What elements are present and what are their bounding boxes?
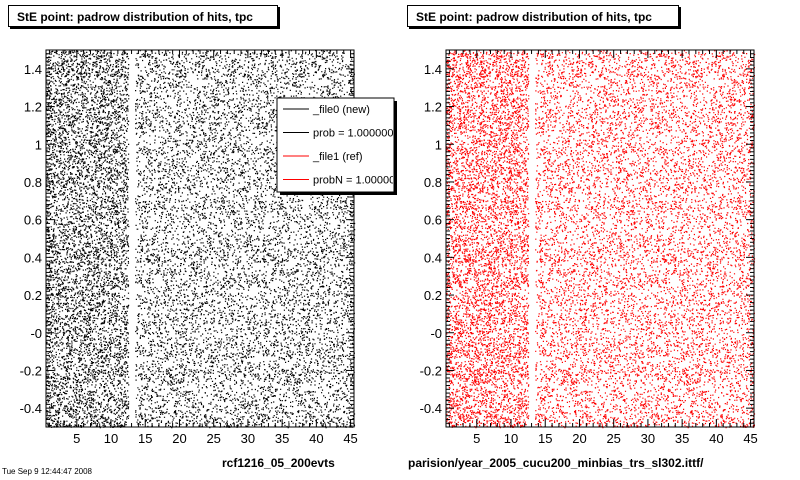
left-y-tick-label: -0 [30, 326, 42, 341]
right-y-tick-label: -0 [430, 326, 442, 341]
legend-entry-label: _file0 (new) [312, 104, 370, 116]
right-footer-label: parision/year_2005_cucu200_minbias_trs_s… [408, 456, 704, 470]
right-chart-title: StE point: padrow distribution of hits, … [407, 5, 679, 27]
left-x-tick-label: 5 [73, 431, 80, 446]
legend-box [276, 97, 395, 193]
right-y-tick-label: 0.2 [424, 288, 442, 303]
right-y-tick-label: 1 [435, 137, 442, 152]
left-y-tick-label: 1 [35, 137, 42, 152]
left-x-tick-label: 20 [172, 431, 186, 446]
left-x-tick-label: 35 [275, 431, 289, 446]
right-x-tick-label: 15 [538, 431, 552, 446]
left-x-axis: 5 10 15 20 25 30 35 40 45 [48, 50, 358, 446]
left-y-axis: -0.4 -0.2 -0 0.2 0.4 0.6 0.8 1 1.2 1.4 [20, 49, 354, 428]
right-x-tick-label: 45 [743, 431, 757, 446]
legend: _file0 (new) prob = 1.000000 _file1 (ref) p… [276, 97, 401, 195]
timestamp-label: Tue Sep 9 12:44:47 2008 [2, 467, 92, 476]
right-y-tick-label: 0.6 [424, 213, 442, 228]
right-x-tick-label: 40 [709, 431, 723, 446]
right-y-tick-label: 0.4 [424, 250, 442, 265]
right-y-tick-label: -0.4 [420, 401, 442, 416]
left-x-tick-label: 45 [343, 431, 357, 446]
left-scatter-panel: 5 10 15 20 25 30 35 40 45 -0.4 -0.2 -0 0.2 0.4 0.6 0.8 1… [20, 49, 358, 446]
left-y-tick-label: 0.8 [24, 175, 42, 190]
left-scatter-points [46, 50, 356, 429]
left-x-tick-label: 15 [138, 431, 152, 446]
left-y-tick-label: 0.2 [24, 288, 42, 303]
left-footer-label: rcf1216_05_200evts [222, 456, 335, 470]
legend-entry-label: probN = 1.000000 [313, 175, 401, 187]
left-y-tick-label: 0.6 [24, 213, 42, 228]
left-y-tick-label: 0.4 [24, 250, 42, 265]
right-x-axis: 5 10 15 20 25 30 35 40 45 [448, 50, 758, 446]
right-y-tick-label: 1.4 [424, 62, 442, 77]
left-y-tick-label: 1.2 [24, 100, 42, 115]
right-y-tick-label: 1.2 [424, 100, 442, 115]
right-x-tick-label: 35 [675, 431, 689, 446]
right-y-tick-label: 0.8 [424, 175, 442, 190]
right-x-tick-label: 25 [606, 431, 620, 446]
left-x-tick-label: 25 [206, 431, 220, 446]
right-point-cloud [446, 50, 756, 429]
legend-entry-label: prob = 1.000000 [313, 128, 393, 140]
left-x-tick-label: 40 [309, 431, 323, 446]
right-scatter-panel: 5 10 15 20 25 30 35 40 45 -0.4 -0.2 -0 0.2 0.4 0.6 0.8 1… [420, 49, 758, 446]
left-y-tick-label: 1.4 [24, 62, 42, 77]
right-y-axis: -0.4 -0.2 -0 0.2 0.4 0.6 0.8 1 1.2 1.4 [420, 49, 754, 428]
left-point-cloud [46, 50, 356, 429]
right-x-tick-label: 5 [473, 431, 480, 446]
right-y-tick-label: -0.2 [420, 363, 442, 378]
right-scatter-points [446, 50, 756, 429]
right-x-tick-label: 30 [641, 431, 655, 446]
legend-entry-label: _file1 (ref) [312, 151, 363, 163]
legend-entries: _file0 (new) prob = 1.000000 _file1 (ref) p… [283, 104, 401, 187]
left-y-tick-label: -0.2 [20, 363, 42, 378]
left-x-tick-label: 30 [241, 431, 255, 446]
left-x-tick-label: 10 [104, 431, 118, 446]
right-x-tick-label: 20 [572, 431, 586, 446]
right-x-tick-label: 10 [504, 431, 518, 446]
left-chart-title: StE point: padrow distribution of hits, … [8, 5, 278, 27]
left-y-tick-label: -0.4 [20, 401, 42, 416]
